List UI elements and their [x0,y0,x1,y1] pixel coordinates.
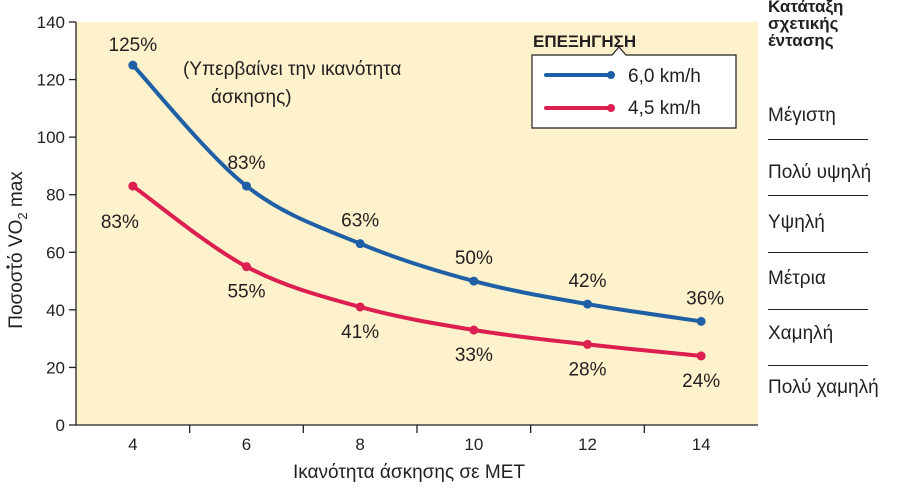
data-label: 125% [109,35,158,56]
axes [69,21,758,433]
x-axis-label: Ικανότητα άσκησης σε MET [293,462,525,483]
intensity-title-line-2: σχετικής [768,14,839,33]
data-point [242,262,251,272]
data-label: 28% [568,359,606,380]
intensity-panel-title: Κατάταξη σχετικής έντασης [768,0,918,49]
intensity-level-high: Υψηλή [768,212,825,233]
legend: ΕΠΕΞΗΓΗΣΗ 6,0 km/h 4,5 km/h [531,32,737,129]
data-point [355,239,365,249]
intensity-divider [768,139,868,140]
data-labels: 125% 83% 63% 50% 42% 36% 83% 55% 41% 33% 28% 24% [101,35,724,392]
y-tick-label: 80 [46,186,65,205]
y-tick-label: 100 [37,128,65,147]
intensity-divider [768,252,868,253]
legend-marker-6-0 [607,71,615,79]
data-point [469,325,479,335]
vo2-symbol: V [6,234,27,247]
annotation-line-1: (Υπερβαίνει την ικανότητα [183,59,401,80]
data-point [128,60,138,70]
data-label: 83% [101,212,139,233]
tick-labels: 0 20 40 60 80 100 120 140 4 6 8 10 12 14 [37,13,711,454]
data-point [355,302,365,312]
y-tick-label: 20 [46,358,65,377]
intensity-level-very-low: Πολύ χαμηλή [768,377,879,398]
intensity-divider [768,365,868,366]
data-label: 63% [341,211,379,232]
legend-label-4-5: 4,5 km/h [628,98,701,119]
data-point [128,181,138,191]
intensity-level-low: Χαμηλή [768,323,834,344]
y-tick-label: 0 [56,416,65,435]
intensity-level-very-high: Πολύ υψηλή [768,162,872,183]
data-label: 83% [227,153,265,174]
intensity-level-moderate: Μέτρια [768,268,826,289]
data-label: 36% [686,288,724,309]
y-tick-label: 140 [37,13,65,32]
y-axis-label: Ποσοστό VO2 max [6,171,30,329]
data-label: 50% [455,248,493,269]
data-label: 41% [341,322,379,343]
x-tick-label: 14 [692,435,711,454]
data-point [242,181,251,191]
legend-title: ΕΠΕΞΗΓΗΣΗ [533,32,636,51]
series-line [131,63,702,324]
annotation-line-2: άσκησης) [211,87,292,108]
data-label: 55% [227,282,265,303]
data-point [696,351,706,361]
intensity-level-maximum: Μέγιστη [768,105,836,126]
x-tick-label: 12 [578,435,597,454]
legend-marker-4-5 [607,104,615,112]
y-tick-label: 40 [46,301,65,320]
data-label: 24% [682,371,720,392]
intensity-title-line-3: έντασης [768,31,834,50]
y-tick-label: 120 [37,71,65,90]
data-point [583,339,592,349]
legend-label-6-0: 6,0 km/h [628,66,701,87]
intensity-title-line-1: Κατάταξη [768,0,844,16]
x-tick-label: 10 [464,435,483,454]
data-label: 42% [568,271,606,292]
x-tick-label: 6 [242,435,251,454]
data-label: 33% [455,345,493,366]
data-point [696,316,706,326]
intensity-divider [768,309,868,310]
data-point [583,299,592,309]
x-tick-label: 8 [355,435,364,454]
vo2-dot-accent [6,265,10,269]
series-line [131,184,702,358]
x-tick-label: 4 [128,435,137,454]
intensity-divider [768,195,868,196]
y-tick-label: 60 [46,243,65,262]
data-point [469,276,479,286]
series-lines [128,60,706,361]
